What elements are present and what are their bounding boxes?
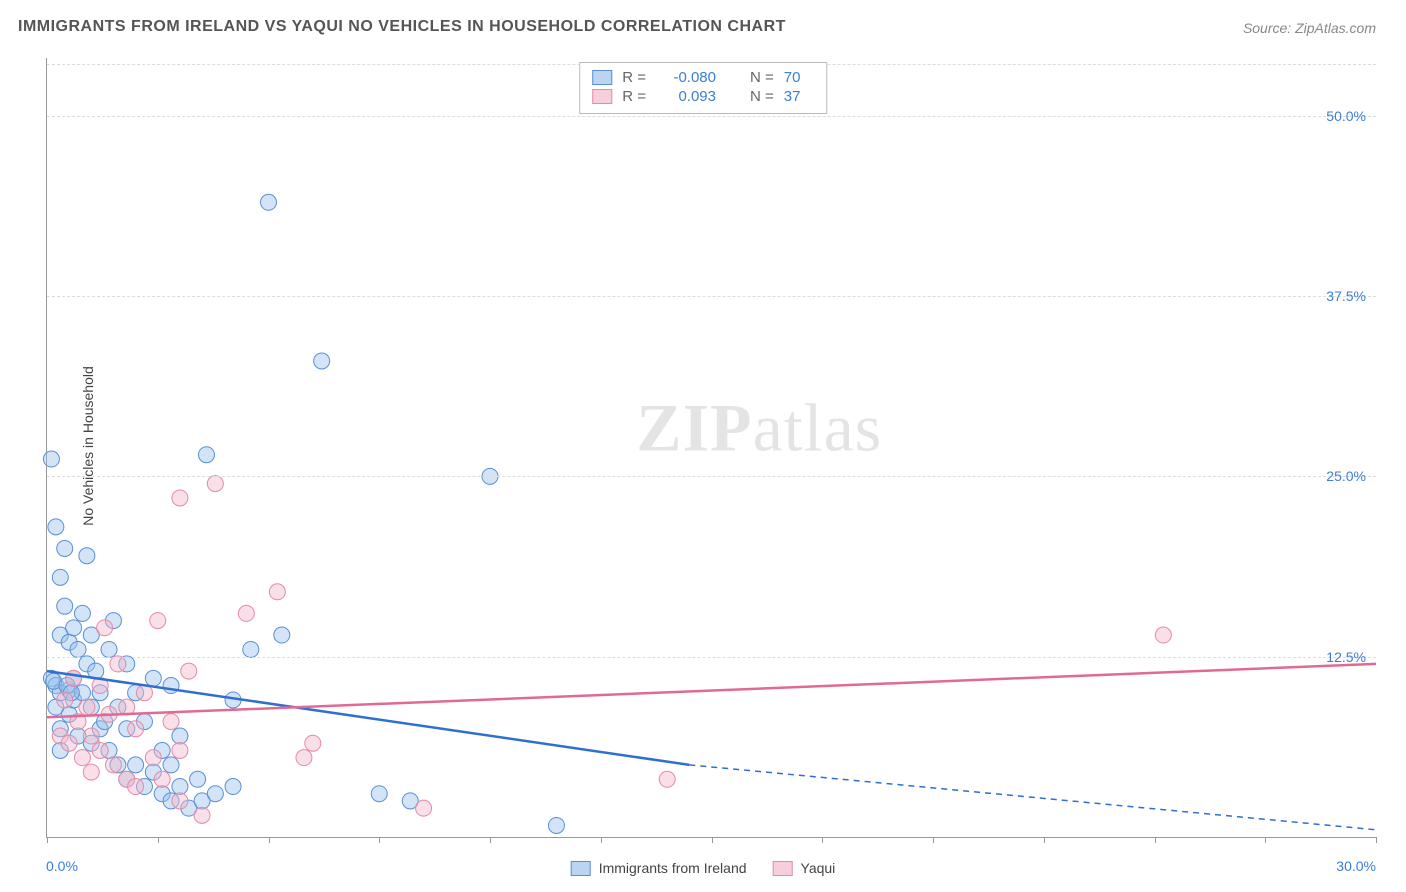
bottom-legend: Immigrants from Ireland Yaqui [571, 860, 836, 876]
x-tick [712, 837, 713, 843]
swatch-blue-icon [592, 70, 612, 85]
scatter-point [296, 750, 312, 766]
swatch-blue-icon [571, 861, 591, 876]
swatch-pink-icon [773, 861, 793, 876]
scatter-point [74, 605, 90, 621]
scatter-point [57, 692, 73, 708]
y-tick-label: 37.5% [1326, 288, 1366, 304]
scatter-point [128, 779, 144, 795]
x-tick [822, 837, 823, 843]
x-tick [1044, 837, 1045, 843]
scatter-point [371, 786, 387, 802]
scatter-point [74, 750, 90, 766]
scatter-point [128, 757, 144, 773]
scatter-point [172, 490, 188, 506]
scatter-point [83, 728, 99, 744]
swatch-pink-icon [592, 89, 612, 104]
scatter-point [194, 807, 210, 823]
scatter-point [66, 670, 82, 686]
x-axis-min-label: 0.0% [46, 858, 78, 874]
scatter-point [92, 742, 108, 758]
scatter-point [83, 764, 99, 780]
y-tick-label: 25.0% [1326, 468, 1366, 484]
scatter-point [97, 620, 113, 636]
x-tick [601, 837, 602, 843]
scatter-point [181, 663, 197, 679]
scatter-point [163, 714, 179, 730]
x-tick [158, 837, 159, 843]
scatter-point [1155, 627, 1171, 643]
legend-item: Yaqui [773, 860, 836, 876]
scatter-point [145, 750, 161, 766]
scatter-point [225, 779, 241, 795]
x-axis-max-label: 30.0% [1336, 858, 1376, 874]
scatter-point [57, 598, 73, 614]
scatter-point [66, 620, 82, 636]
gridline [47, 476, 1376, 477]
scatter-point [61, 735, 77, 751]
scatter-point [145, 670, 161, 686]
scatter-point [52, 569, 68, 585]
scatter-point [79, 699, 95, 715]
scatter-point [70, 641, 86, 657]
source-label: Source: ZipAtlas.com [1243, 20, 1376, 36]
x-tick [379, 837, 380, 843]
scatter-point [238, 605, 254, 621]
trend-line [47, 664, 1376, 717]
scatter-point [154, 771, 170, 787]
scatter-point [57, 540, 73, 556]
scatter-point [659, 771, 675, 787]
legend-stats-box: R =-0.080N =70 R =0.093N =37 [579, 62, 827, 114]
scatter-point [207, 476, 223, 492]
y-tick-label: 12.5% [1326, 649, 1366, 665]
x-tick [1155, 837, 1156, 843]
scatter-point [101, 641, 117, 657]
scatter-point [48, 519, 64, 535]
scatter-point [172, 779, 188, 795]
gridline [47, 657, 1376, 658]
scatter-point [198, 447, 214, 463]
scatter-point [150, 613, 166, 629]
scatter-point [416, 800, 432, 816]
x-tick [269, 837, 270, 843]
scatter-point [110, 656, 126, 672]
legend-stats-row: R =-0.080N =70 [592, 69, 814, 86]
scatter-point [105, 757, 121, 773]
scatter-point [172, 793, 188, 809]
scatter-point [172, 742, 188, 758]
scatter-point [190, 771, 206, 787]
scatter-point [261, 194, 277, 210]
scatter-point [269, 584, 285, 600]
scatter-point [274, 627, 290, 643]
legend-label: Yaqui [801, 860, 836, 876]
plot-svg [47, 58, 1376, 837]
x-tick [47, 837, 48, 843]
chart-title: IMMIGRANTS FROM IRELAND VS YAQUI NO VEHI… [18, 18, 786, 36]
scatter-point [43, 451, 59, 467]
legend-item: Immigrants from Ireland [571, 860, 747, 876]
scatter-point [172, 728, 188, 744]
x-tick [1265, 837, 1266, 843]
legend-stats-row: R =0.093N =37 [592, 88, 814, 105]
scatter-point [163, 757, 179, 773]
scatter-point [548, 817, 564, 833]
scatter-point [314, 353, 330, 369]
scatter-point [305, 735, 321, 751]
x-tick [490, 837, 491, 843]
scatter-point [207, 786, 223, 802]
scatter-point [128, 721, 144, 737]
scatter-point [79, 548, 95, 564]
y-tick-label: 50.0% [1326, 108, 1366, 124]
x-tick [933, 837, 934, 843]
plot-area: 12.5% 25.0% 37.5% 50.0% [46, 58, 1376, 838]
scatter-point [243, 641, 259, 657]
x-tick [1376, 837, 1377, 843]
trend-line-dashed [689, 765, 1376, 830]
legend-label: Immigrants from Ireland [599, 860, 747, 876]
gridline [47, 116, 1376, 117]
gridline [47, 296, 1376, 297]
